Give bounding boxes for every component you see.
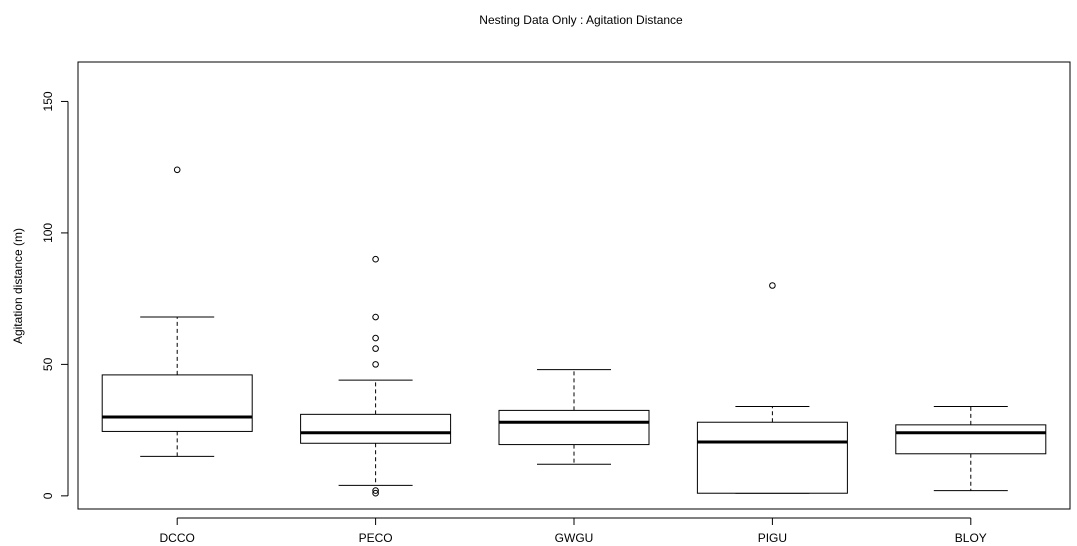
x-tick-label: GWGU [555,531,594,545]
x-tick-label: PIGU [758,531,787,545]
box-peco [300,255,452,497]
y-tick-label: 0 [41,492,55,499]
outlier-point [372,489,379,497]
outlier-point [372,345,379,352]
box-pigu [696,282,848,494]
outlier-point [372,334,379,342]
outlier-point [372,361,379,368]
y-tick-label: 150 [41,91,55,111]
outlier-point [372,487,379,494]
iqr-box [300,413,452,444]
iqr-box [498,409,650,446]
iqr-box [895,424,1047,455]
plot-frame [77,61,1071,510]
outlier-point [372,255,379,263]
chart-title: Nesting Data Only : Agitation Distance [479,13,683,27]
iqr-box [101,374,253,432]
y-tick-label: 100 [41,223,55,243]
box-gwgu [498,369,650,465]
boxes-layer [101,166,1047,497]
y-axis-label: Agitation distance (m) [11,228,25,344]
x-tick-label: PECO [359,531,393,545]
outlier-point [372,313,379,321]
box-bloy [895,405,1047,492]
box-dcco [101,166,253,457]
outlier-point [769,282,776,289]
x-tick-label: DCCO [160,531,195,545]
x-axis: DCCO PECO GWGU PIGU BLOY [160,517,987,545]
y-tick-label: 50 [41,357,55,371]
iqr-box [696,421,848,494]
x-tick-label: BLOY [955,531,987,545]
outlier-point [173,166,181,174]
y-axis: 0 50 100 150 [41,91,69,499]
